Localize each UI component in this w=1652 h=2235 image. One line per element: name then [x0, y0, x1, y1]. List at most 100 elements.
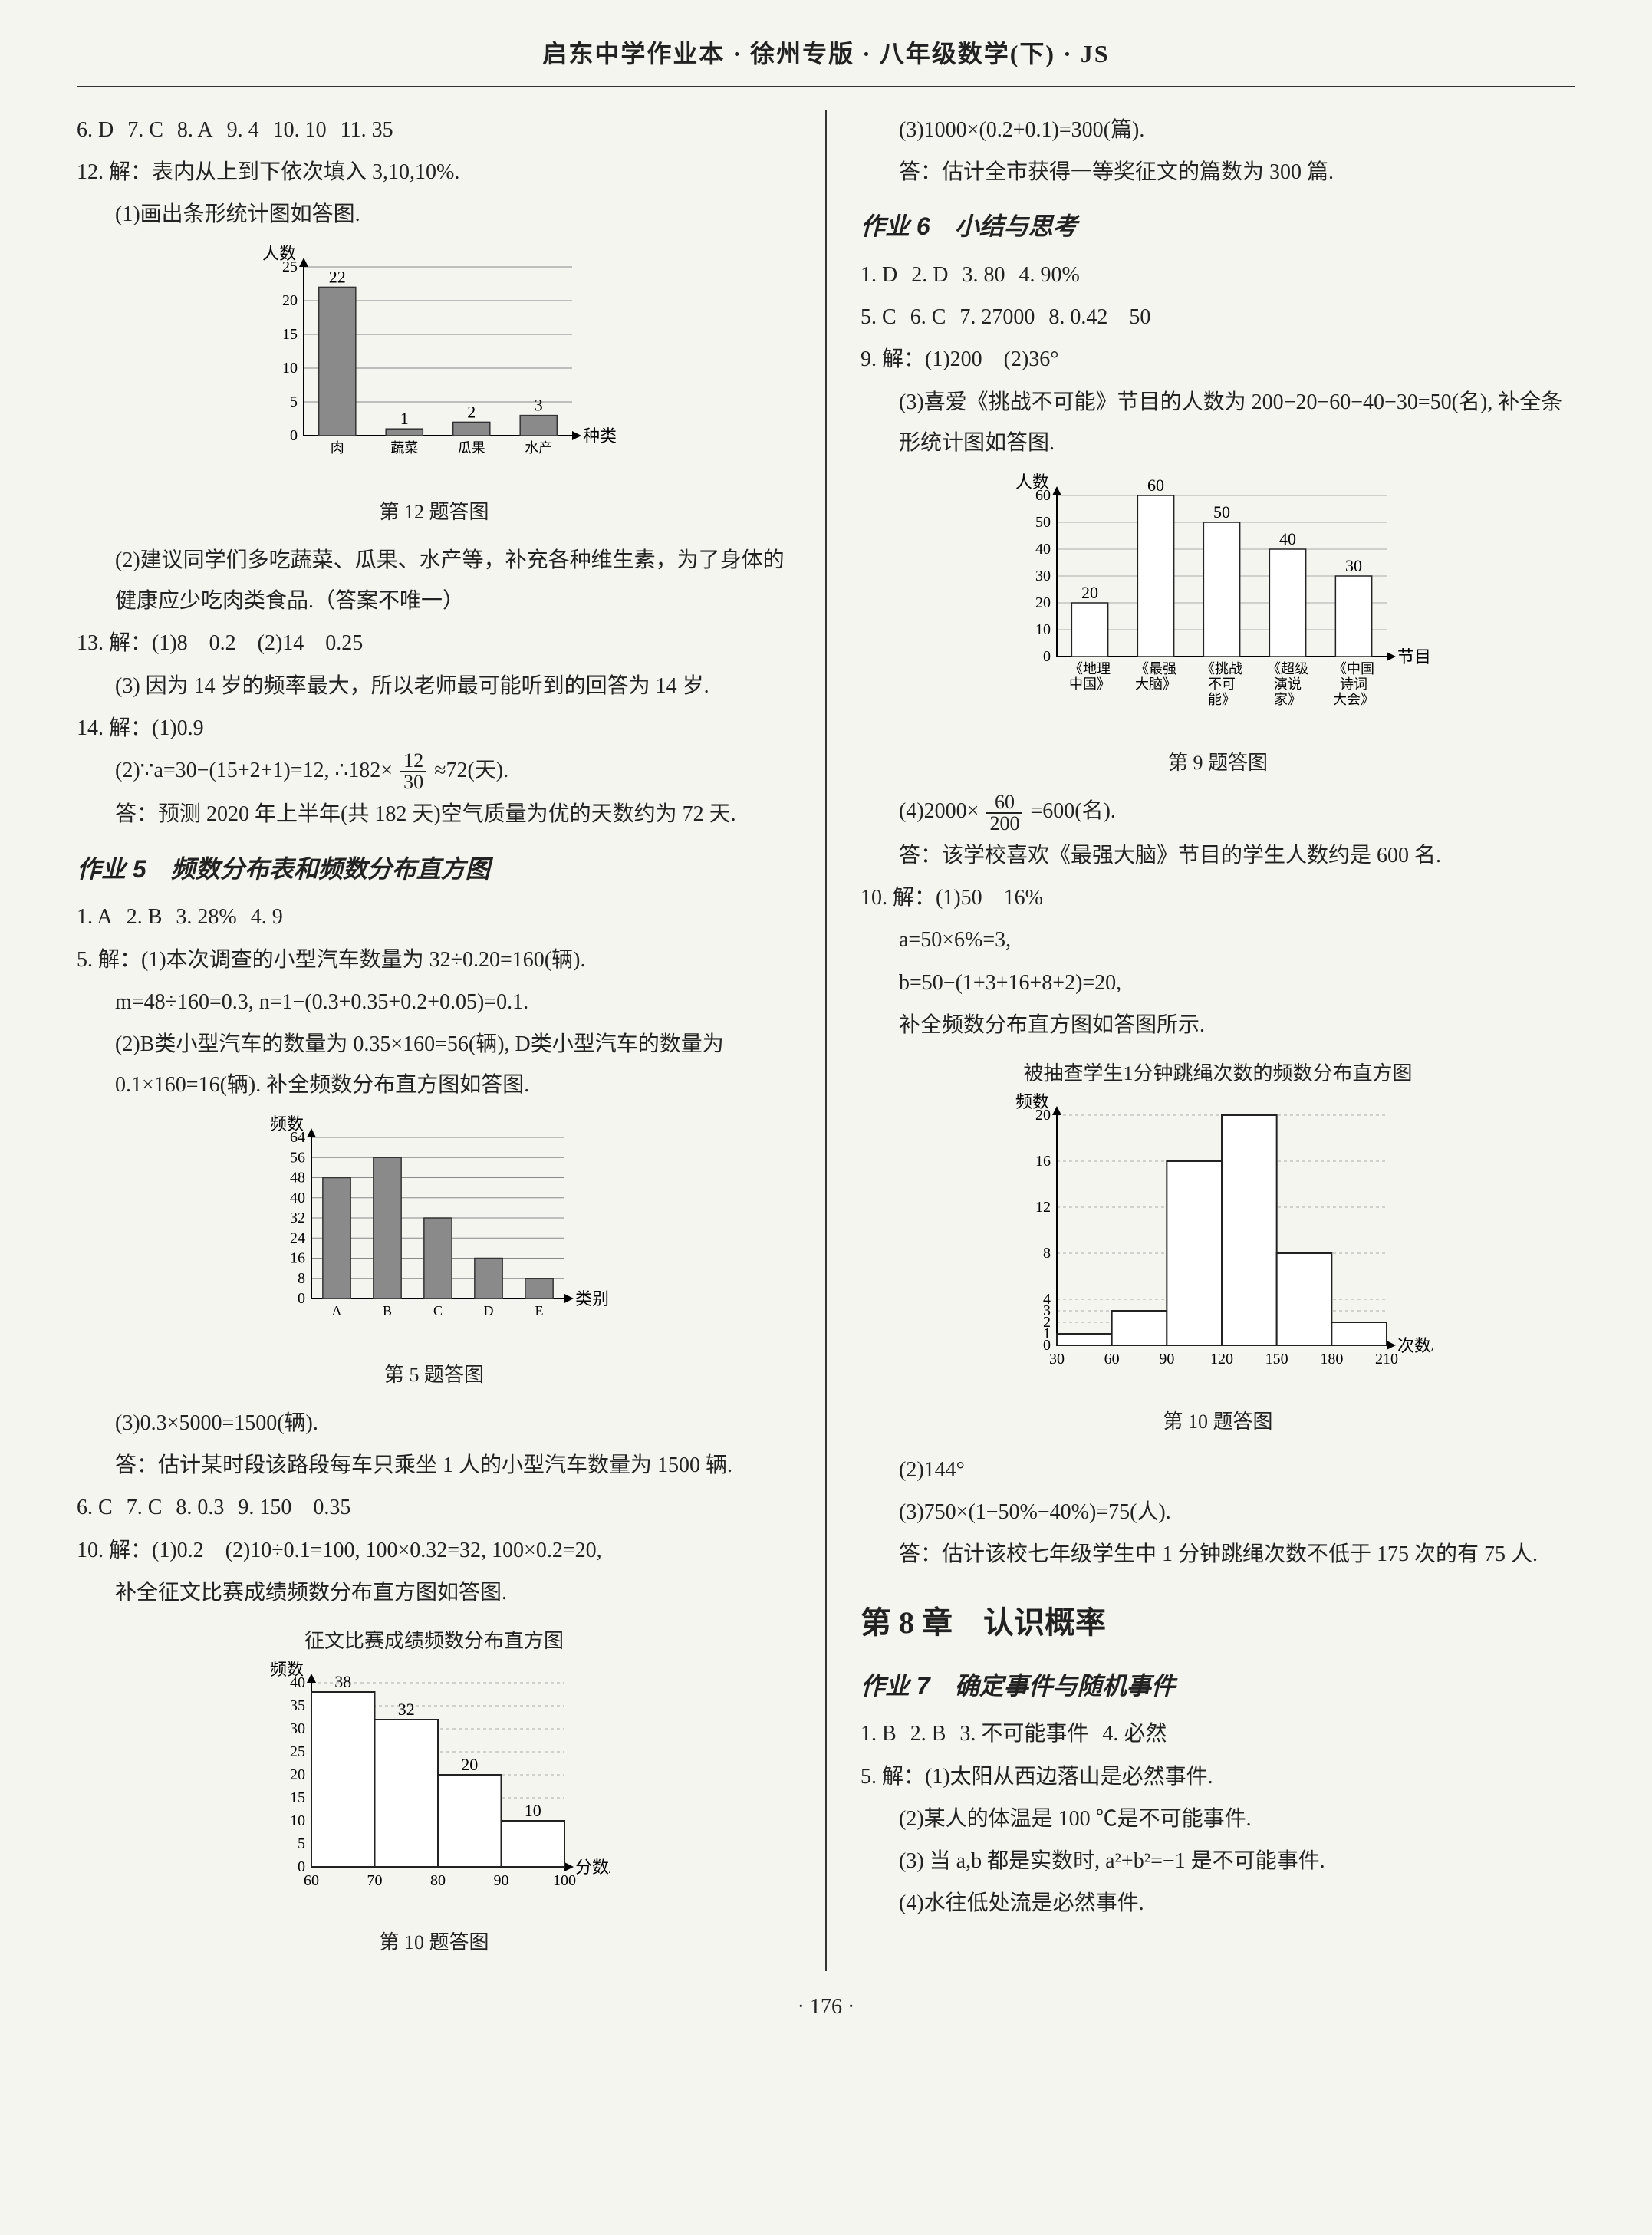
- q9c-pre: (4)2000×: [899, 799, 979, 823]
- svg-text:类别: 类别: [575, 1289, 609, 1308]
- svg-text:10: 10: [1035, 621, 1051, 638]
- svg-text:8: 8: [1043, 1245, 1051, 1262]
- chart-q10L-svg: 0510152025303540频数分数/分383220106070809010…: [258, 1660, 610, 1905]
- svg-text:家》: 家》: [1274, 692, 1302, 707]
- svg-text:48: 48: [290, 1170, 305, 1187]
- q10R-line-c: b=50−(1+3+16+8+2)=20,: [861, 963, 1575, 1003]
- svg-text:20: 20: [290, 1766, 305, 1783]
- svg-text:《最强: 《最强: [1135, 661, 1176, 676]
- fraction-q9: 60 200: [986, 792, 1022, 834]
- svg-text:60: 60: [304, 1872, 319, 1889]
- svg-text:16: 16: [290, 1250, 305, 1267]
- svg-text:60: 60: [1147, 476, 1164, 495]
- q10L-line-b: 补全征文比赛成绩频数分布直方图如答图.: [77, 1572, 791, 1613]
- svg-text:肉: 肉: [331, 440, 344, 456]
- svg-text:120: 120: [1210, 1351, 1233, 1368]
- svg-text:分数/分: 分数/分: [575, 1858, 610, 1877]
- svg-text:22: 22: [329, 268, 346, 287]
- svg-text:人数: 人数: [262, 244, 296, 263]
- q5r-line-4: (4)水往低处流是必然事件.: [861, 1883, 1575, 1924]
- svg-text:70: 70: [367, 1872, 383, 1889]
- svg-text:中国》: 中国》: [1069, 676, 1111, 692]
- svg-text:38: 38: [334, 1672, 351, 1691]
- chart-q9: 0102030405060人数节目20《地理中国》60《最强大脑》50《挑战不可…: [861, 472, 1575, 782]
- sec6-answers-1: 1. D2. D3. 804. 90%: [861, 255, 1575, 295]
- chart-q10R-caption: 第 10 题答图: [861, 1403, 1575, 1440]
- svg-text:12: 12: [1035, 1199, 1051, 1216]
- page-header: 启东中学作业本 · 徐州专版 · 八年级数学(下) · JS: [77, 31, 1575, 87]
- svg-text:40: 40: [1279, 529, 1296, 548]
- svg-text:2: 2: [467, 403, 476, 422]
- q5-line-d: (3)0.3×5000=1500(辆).: [77, 1403, 791, 1443]
- svg-text:20: 20: [1035, 594, 1051, 611]
- q10R-line-a: 10. 解：(1)50 16%: [861, 877, 1575, 918]
- svg-text:5: 5: [298, 1835, 305, 1852]
- svg-text:150: 150: [1265, 1351, 1288, 1368]
- q10R-line-e: (2)144°: [861, 1450, 1575, 1490]
- section-5-title: 作业 5 频数分布表和频数分布直方图: [77, 846, 791, 893]
- svg-text:0: 0: [298, 1290, 305, 1307]
- svg-text:水产: 水产: [525, 440, 552, 456]
- svg-text:210: 210: [1375, 1351, 1398, 1368]
- svg-text:20: 20: [461, 1755, 478, 1774]
- q10R-line-d: 补全频数分布直方图如答图所示.: [861, 1005, 1575, 1045]
- q9-line-d: 答：该学校喜欢《最强大脑》节目的学生人数约是 600 名.: [861, 835, 1575, 876]
- svg-text:25: 25: [290, 1743, 305, 1760]
- chart-q5-svg: 0816243240485664频数类别ABCDE: [258, 1114, 610, 1337]
- svg-text:40: 40: [1035, 541, 1051, 558]
- svg-text:60: 60: [1104, 1351, 1120, 1368]
- chart-q10L-caption: 第 10 题答图: [77, 1924, 791, 1961]
- column-divider: [825, 110, 827, 1971]
- q12-line-b: (1)画出条形统计图如答图.: [77, 194, 791, 235]
- right-column: (3)1000×(0.2+0.1)=300(篇). 答：估计全市获得一等奖征文的…: [861, 110, 1575, 1971]
- svg-text:诗词: 诗词: [1340, 676, 1367, 692]
- q13-line-b: (3) 因为 14 岁的频率最大，所以老师最可能听到的回答为 14 岁.: [77, 666, 791, 706]
- answers-row-1: 6. D7. C8. A9. 410. 1011. 35: [77, 110, 791, 150]
- q5-line-c: (2)B类小型汽车的数量为 0.35×160=56(辆), D类小型汽车的数量为…: [77, 1024, 791, 1105]
- sec5-answers-1: 1. A2. B3. 28%4. 9: [77, 897, 791, 937]
- svg-text:频数: 频数: [1015, 1092, 1049, 1111]
- q14-line-a: 14. 解：(1)0.9: [77, 708, 791, 749]
- svg-text:32: 32: [290, 1210, 305, 1226]
- left-column: 6. D7. C8. A9. 410. 1011. 35 12. 解：表内从上到…: [77, 110, 791, 1971]
- svg-text:1: 1: [400, 410, 409, 429]
- svg-text:30: 30: [1049, 1351, 1065, 1368]
- q14-line-c: 答：预测 2020 年上半年(共 182 天)空气质量为优的天数约为 72 天.: [77, 794, 791, 834]
- r-line-1a: (3)1000×(0.2+0.1)=300(篇).: [861, 110, 1575, 150]
- svg-text:大脑》: 大脑》: [1135, 676, 1176, 692]
- svg-text:0: 0: [290, 427, 298, 444]
- frac-den: 30: [400, 772, 426, 792]
- svg-text:8: 8: [298, 1270, 305, 1287]
- section-7-title: 作业 7 确定事件与随机事件: [861, 1663, 1575, 1710]
- q5-line-a: 5. 解：(1)本次调查的小型汽车数量为 32÷0.20=160(辆).: [77, 940, 791, 980]
- q12-line-c: (2)建议同学们多吃蔬菜、瓜果、水产等，补充各种维生素，为了身体的健康应少吃肉类…: [77, 540, 791, 621]
- sec7-answers-1: 1. B2. B3. 不可能事件4. 必然: [861, 1713, 1575, 1754]
- chart-q12: 0510152025人数种类22肉1蔬菜2瓜果3水产 第 12 题答图: [77, 244, 791, 531]
- chapter-8-title: 第 8 章 认识概率: [861, 1594, 1575, 1652]
- svg-text:0: 0: [1043, 648, 1051, 665]
- svg-text:《超级: 《超级: [1267, 661, 1308, 676]
- svg-text:30: 30: [1035, 568, 1051, 584]
- svg-text:蔬菜: 蔬菜: [390, 440, 418, 456]
- frac-num: 12: [400, 751, 426, 772]
- svg-text:《挑战: 《挑战: [1201, 661, 1242, 676]
- q10R-line-b: a=50×6%=3,: [861, 920, 1575, 960]
- q14-line-b: (2)∵a=30−(15+2+1)=12, ∴182× 12 30 ≈72(天)…: [77, 750, 791, 793]
- q10L-line-a: 10. 解：(1)0.2 (2)10÷0.1=100, 100×0.32=32,…: [77, 1530, 791, 1571]
- svg-text:《地理: 《地理: [1069, 661, 1111, 676]
- svg-text:D: D: [484, 1303, 494, 1318]
- svg-text:10: 10: [282, 360, 298, 377]
- svg-text:种类: 种类: [583, 426, 617, 446]
- svg-text:大会》: 大会》: [1333, 692, 1374, 707]
- frac-den: 200: [986, 814, 1022, 834]
- svg-text:90: 90: [1159, 1351, 1174, 1368]
- svg-text:90: 90: [494, 1872, 509, 1889]
- svg-text:80: 80: [430, 1872, 446, 1889]
- svg-text:15: 15: [290, 1789, 305, 1806]
- section-6-title: 作业 6 小结与思考: [861, 203, 1575, 250]
- svg-text:32: 32: [398, 1700, 415, 1719]
- chart-q9-svg: 0102030405060人数节目20《地理中国》60《最强大脑》50《挑战不可…: [1003, 472, 1433, 726]
- svg-text:15: 15: [282, 326, 298, 343]
- q14b-pre: (2)∵a=30−(15+2+1)=12, ∴182×: [115, 759, 393, 782]
- q5-line-b: m=48÷160=0.3, n=1−(0.3+0.35+0.2+0.05)=0.…: [77, 982, 791, 1022]
